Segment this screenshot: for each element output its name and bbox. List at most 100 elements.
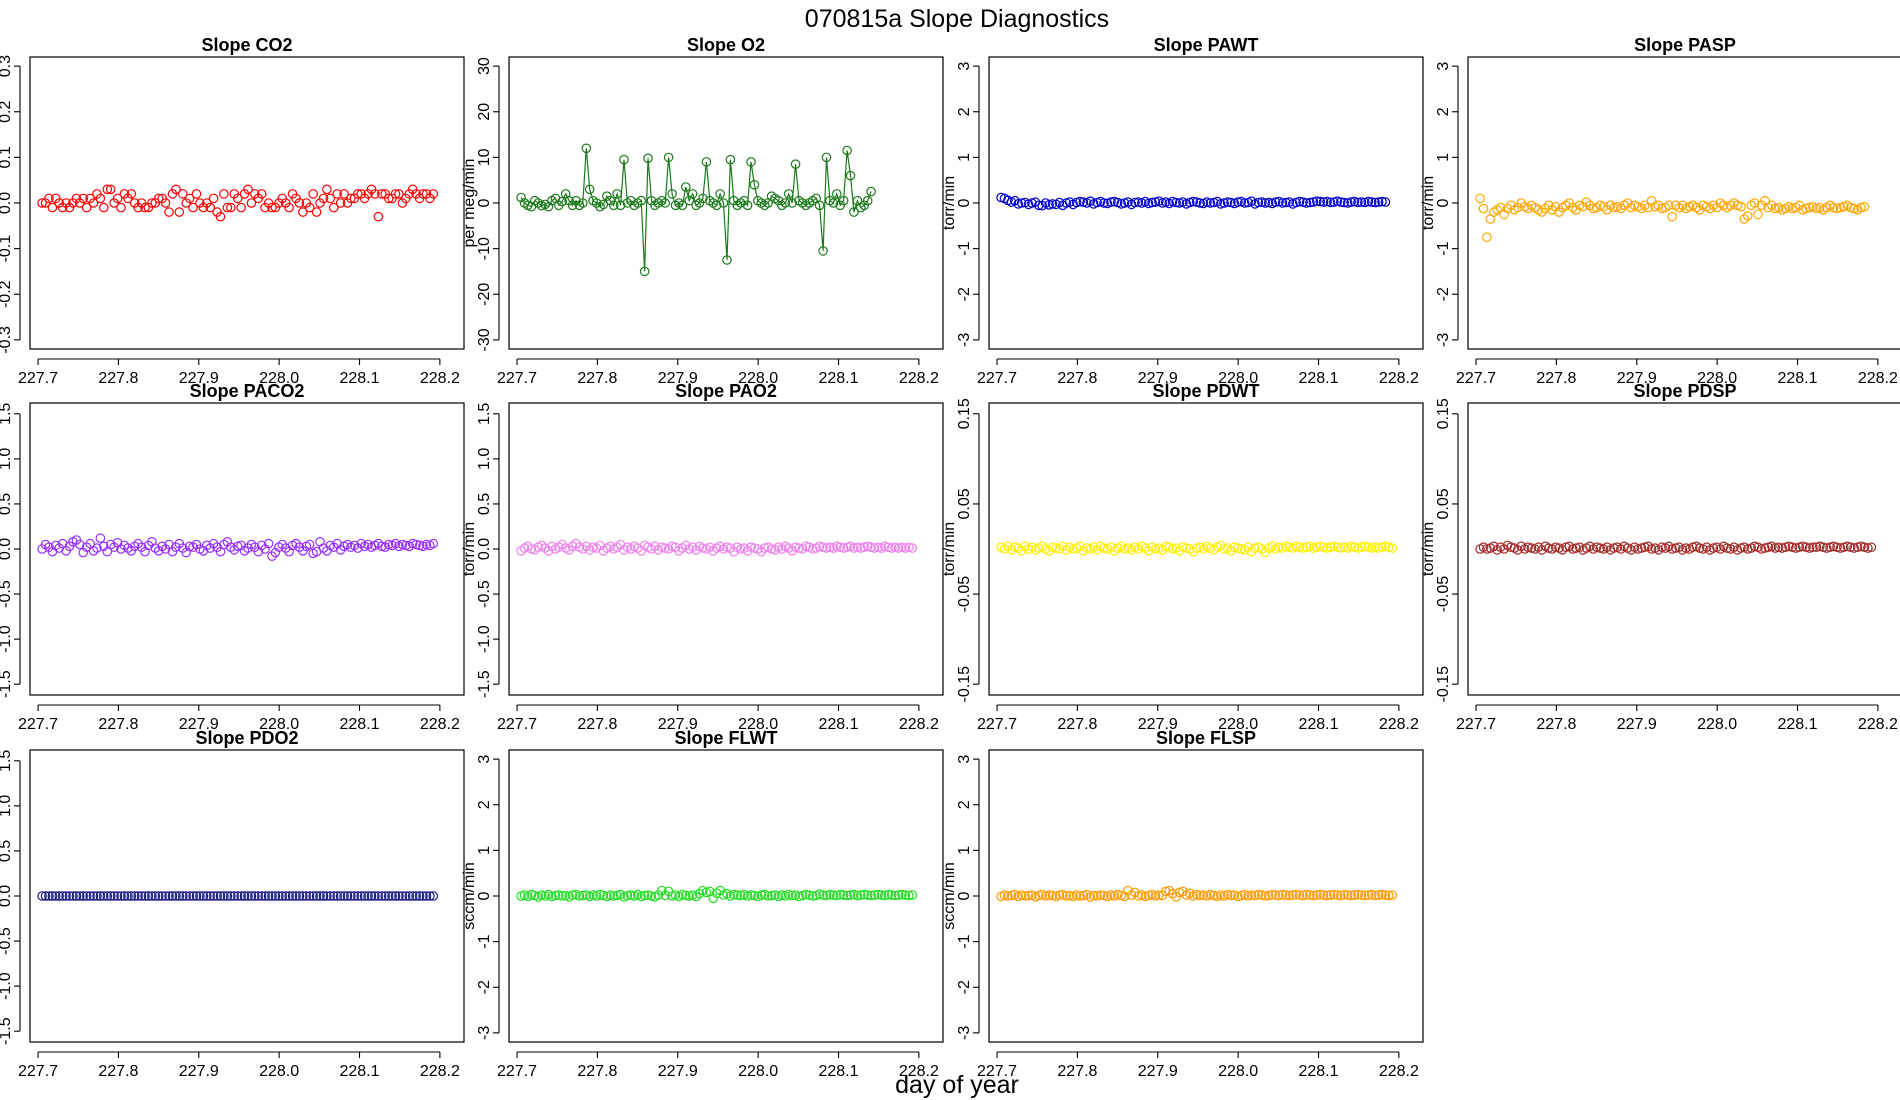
data-point (1027, 198, 1037, 208)
data-point (308, 891, 318, 901)
data-point (612, 890, 622, 901)
data-point (1657, 542, 1667, 552)
data-point (667, 189, 677, 199)
data-point (1739, 214, 1750, 224)
data-point (178, 189, 188, 199)
data-point (47, 202, 58, 213)
y-tick-label: 0.3 (0, 55, 14, 77)
data-point (1095, 890, 1106, 900)
figure-title: 070815a Slope Diagnostics (805, 5, 1109, 33)
data-point (1797, 541, 1808, 552)
data-point (615, 539, 626, 550)
data-point (226, 202, 236, 213)
y-tick-label: 1 (956, 846, 973, 855)
data-point (394, 189, 404, 199)
y-tick-label: 1.5 (0, 403, 14, 425)
data-point (184, 193, 195, 204)
data-point (1164, 885, 1174, 896)
data-point (1705, 203, 1715, 214)
data-point (232, 891, 243, 901)
x-tick-label: 228.0 (259, 1063, 299, 1080)
data-point (1377, 196, 1387, 207)
data-point (188, 202, 198, 213)
chart-panel: Slope PAO2 227.7 227.8 227.9 228.0 228.1 228.2… (461, 381, 944, 733)
y-tick-label: 0.5 (0, 493, 14, 515)
data-point (1281, 197, 1291, 208)
data-point (1339, 542, 1349, 552)
data-point (57, 891, 68, 901)
data-point (109, 891, 119, 901)
data-point (304, 539, 315, 550)
data-point (1633, 544, 1643, 554)
x-tick-label: 228.2 (899, 716, 939, 733)
data-point (92, 543, 102, 553)
chart-panel: Slope FLSP 227.7 227.8 227.9 228.0 228.1 228.2… (941, 728, 1424, 1080)
data-point (1653, 200, 1664, 211)
data-point (725, 154, 736, 165)
data-point (1342, 890, 1353, 900)
data-point (267, 891, 277, 901)
plot-frame (988, 749, 1424, 1043)
data-point (198, 545, 209, 556)
chart-panel: Slope PDSP 227.7 227.8 227.9 228.0 228.1 228.2… (1420, 381, 1900, 733)
data-point (339, 891, 349, 901)
data-point (150, 891, 161, 901)
x-tick-label: 228.1 (1298, 1063, 1338, 1080)
data-point (133, 891, 143, 901)
data-point (1020, 891, 1030, 901)
x-tick-label: 228.1 (818, 716, 858, 733)
data-point (164, 891, 174, 901)
data-point (746, 157, 756, 167)
data-point (387, 891, 397, 901)
y-tick-label: 0 (1435, 198, 1452, 207)
data-point (68, 891, 78, 901)
data-point (428, 189, 439, 199)
data-point (222, 536, 233, 547)
y-tick-label: -0.15 (956, 666, 973, 703)
y-tick-label: -1.5 (0, 670, 14, 698)
data-point (1133, 891, 1144, 901)
data-point (54, 891, 64, 901)
panel-title: Slope PAO2 (675, 381, 777, 401)
x-tick-label: 227.9 (1138, 370, 1178, 387)
data-point (215, 211, 226, 222)
data-point (352, 189, 363, 199)
data-point (1061, 891, 1072, 901)
data-point (656, 885, 667, 896)
data-point (332, 189, 342, 199)
data-point (215, 891, 226, 901)
data-point (1360, 541, 1370, 552)
data-point (284, 891, 294, 901)
data-point (842, 145, 852, 156)
data-point (318, 891, 329, 901)
data-point (680, 182, 691, 192)
data-point (1325, 197, 1336, 208)
data-point (1363, 196, 1374, 207)
y-tick-label: -20 (476, 283, 493, 306)
data-point (147, 891, 157, 901)
x-tick-label: 227.7 (1456, 716, 1496, 733)
data-point (246, 198, 257, 208)
data-point (1387, 543, 1398, 553)
x-tick-label: 227.7 (977, 716, 1017, 733)
x-tick-label: 227.8 (98, 370, 138, 387)
y-axis-label: torr/min (941, 522, 958, 576)
y-tick-label: 1.0 (0, 448, 14, 470)
data-point (256, 891, 267, 901)
data-point (219, 891, 229, 901)
data-point (212, 891, 222, 901)
data-point (400, 891, 411, 901)
data-point (1277, 198, 1288, 208)
figure-xlabel: day of year (895, 1071, 1019, 1099)
data-point (904, 890, 914, 901)
data-point (1353, 889, 1363, 900)
y-tick-label: 0.5 (0, 840, 14, 862)
data-point (50, 891, 61, 901)
data-point (243, 891, 253, 901)
data-point (608, 200, 619, 211)
data-point (588, 542, 598, 552)
data-point (226, 891, 236, 901)
data-point (164, 207, 174, 217)
data-point (92, 891, 102, 901)
data-point (411, 539, 421, 550)
